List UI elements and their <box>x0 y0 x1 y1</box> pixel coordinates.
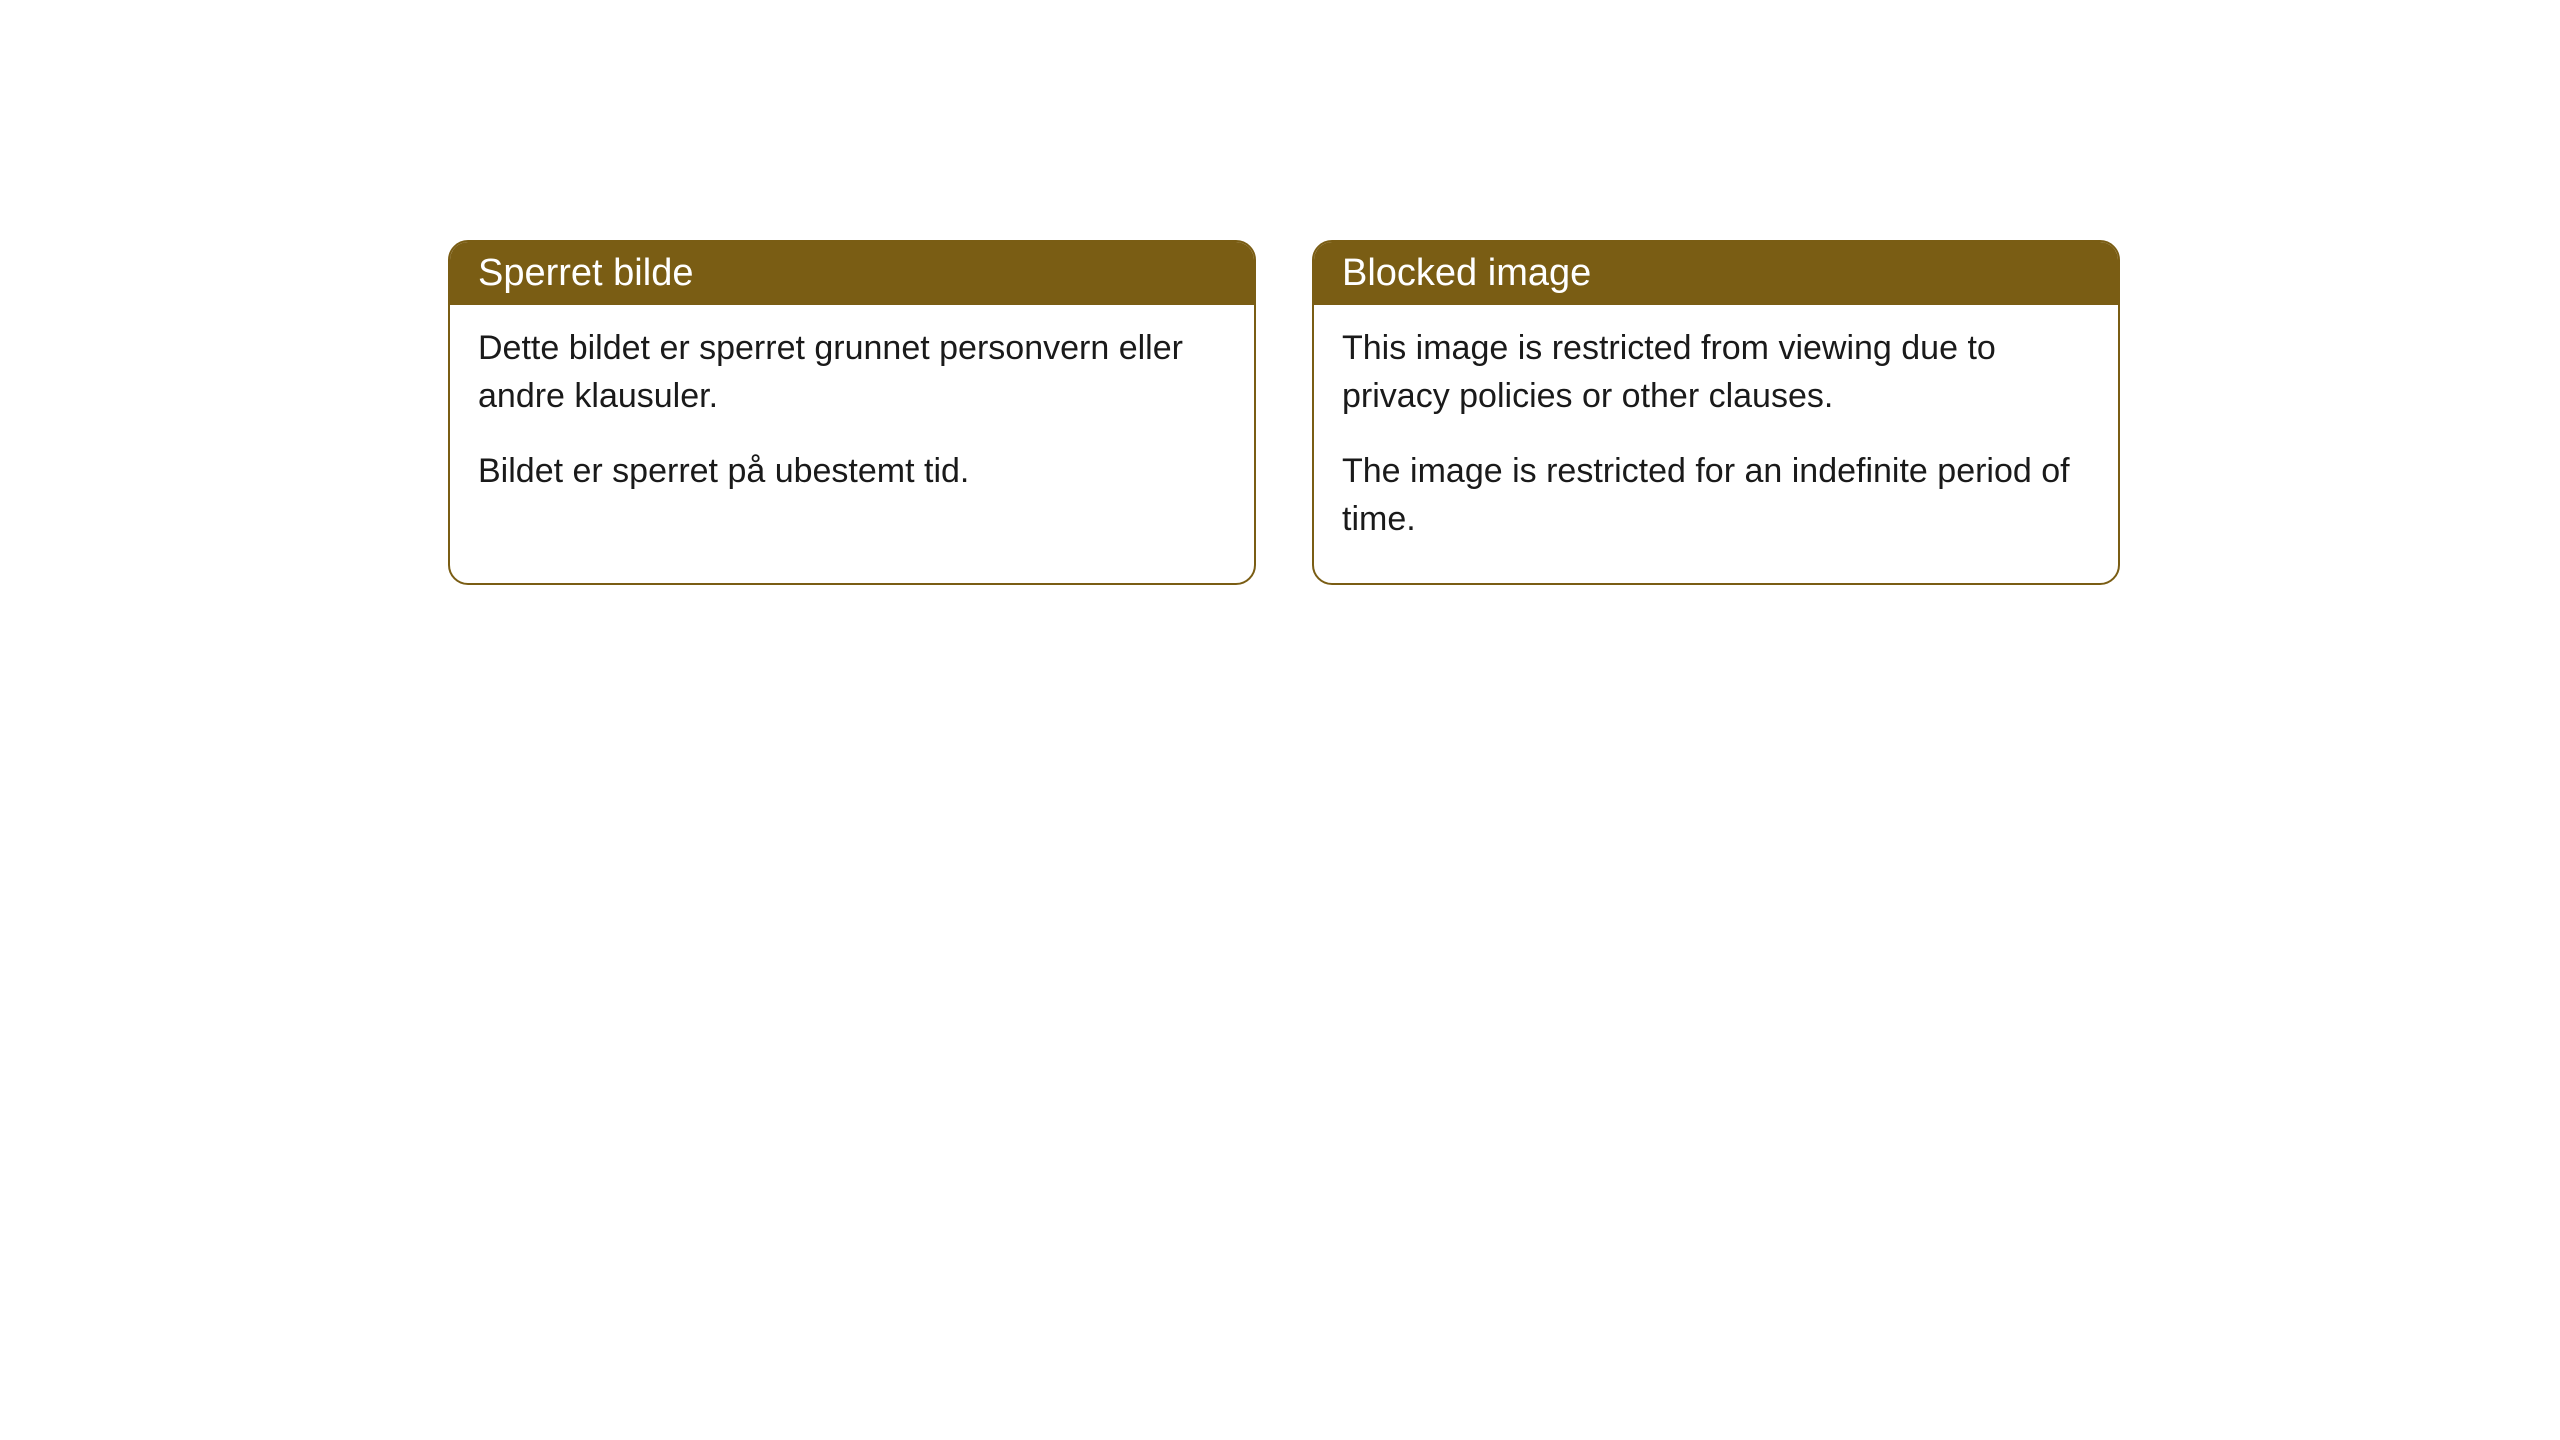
card-paragraph: This image is restricted from viewing du… <box>1342 325 2090 420</box>
notice-card-english: Blocked image This image is restricted f… <box>1312 240 2120 585</box>
card-header: Sperret bilde <box>450 242 1254 305</box>
card-paragraph: Dette bildet er sperret grunnet personve… <box>478 325 1226 420</box>
card-body: Dette bildet er sperret grunnet personve… <box>450 305 1254 536</box>
card-title: Blocked image <box>1342 252 1591 294</box>
card-paragraph: The image is restricted for an indefinit… <box>1342 448 2090 543</box>
card-title: Sperret bilde <box>478 252 693 294</box>
notice-cards-container: Sperret bilde Dette bildet er sperret gr… <box>448 240 2120 585</box>
card-header: Blocked image <box>1314 242 2118 305</box>
notice-card-norwegian: Sperret bilde Dette bildet er sperret gr… <box>448 240 1256 585</box>
card-body: This image is restricted from viewing du… <box>1314 305 2118 583</box>
card-paragraph: Bildet er sperret på ubestemt tid. <box>478 448 1226 496</box>
